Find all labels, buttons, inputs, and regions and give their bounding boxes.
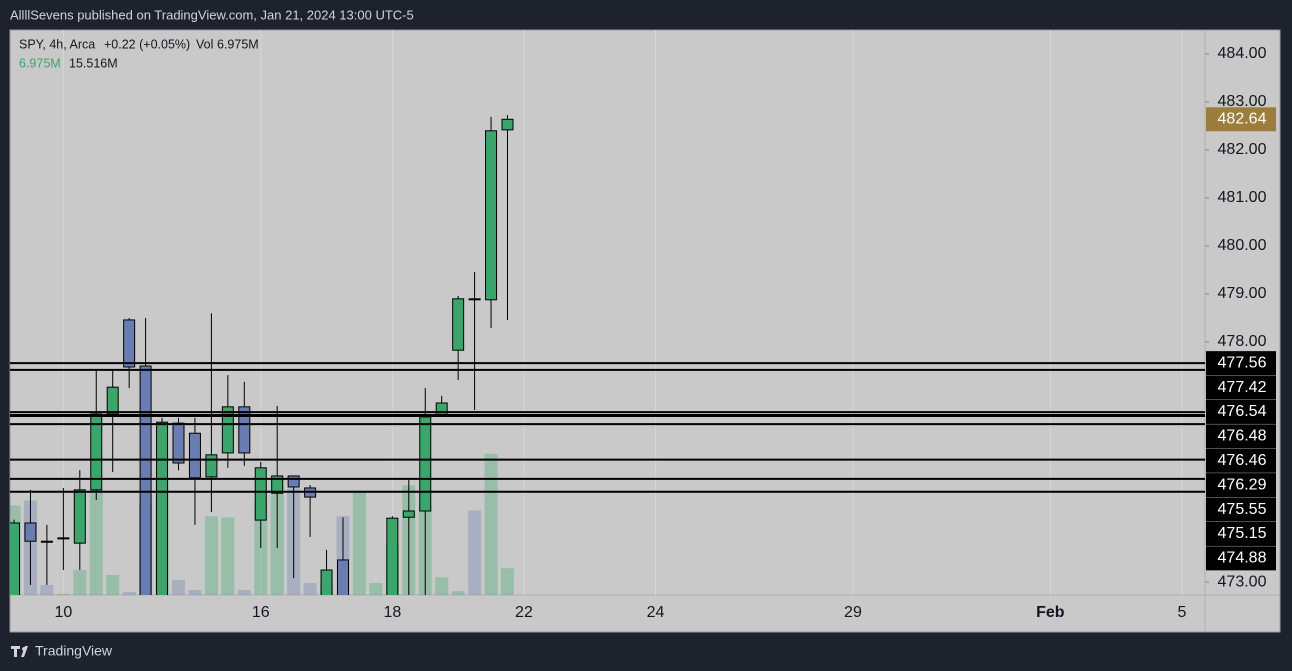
level-label: 476.54 xyxy=(1218,403,1267,420)
volume-bar xyxy=(73,569,87,595)
x-tick-label: 24 xyxy=(647,604,665,621)
level-label: 476.29 xyxy=(1218,476,1267,493)
volume-bar xyxy=(172,579,185,595)
candles xyxy=(10,114,514,595)
level-label: 477.56 xyxy=(1218,354,1267,371)
candle-body xyxy=(254,467,267,521)
y-tick-label: 478.00 xyxy=(1218,333,1267,350)
grid xyxy=(62,30,1183,595)
candle-body xyxy=(57,537,70,540)
x-tick-label: 18 xyxy=(383,604,401,621)
candle-body xyxy=(73,489,86,544)
level-label-box xyxy=(1206,473,1276,498)
volume-bar xyxy=(122,591,136,595)
candle-body xyxy=(156,421,169,595)
candle-body xyxy=(468,298,481,301)
level-label: 477.42 xyxy=(1218,379,1267,396)
levels: 477.56 477.42 476.54 476.48 476.46 476.29 475.… xyxy=(10,107,1276,571)
volume-bar xyxy=(484,453,498,595)
level-label: 475.15 xyxy=(1218,525,1267,542)
volume-bar xyxy=(204,516,218,595)
legend-volume-ma: 15.516M xyxy=(69,56,118,70)
level-label-box xyxy=(1206,351,1276,376)
level-label: 476.46 xyxy=(1218,452,1267,469)
candle-body xyxy=(139,365,152,595)
candle-body xyxy=(435,402,448,416)
candle-body xyxy=(485,130,498,301)
candle-body xyxy=(271,475,284,494)
x-tick-label: 22 xyxy=(515,604,533,621)
level-label-box xyxy=(1206,448,1276,473)
y-tick-label: 482.00 xyxy=(1218,141,1267,158)
candle-body xyxy=(501,118,514,131)
header: AllllSevens published on TradingView.com… xyxy=(10,7,414,22)
volume-bar xyxy=(56,593,70,595)
level-label-box xyxy=(1206,497,1276,522)
x-tick-label: 10 xyxy=(54,604,72,621)
volume-bar xyxy=(303,583,317,595)
legend-symbol: SPY, 4h, Arca xyxy=(19,37,95,51)
x-tick-label: 29 xyxy=(844,604,862,621)
x-tick-label: 16 xyxy=(252,604,270,621)
y-tick-label: 479.00 xyxy=(1218,285,1267,302)
chart-panel xyxy=(9,29,1281,633)
price-label: 482.64 xyxy=(1218,111,1267,128)
candle-body xyxy=(337,559,349,595)
y-tick-label: 473.00 xyxy=(1218,573,1267,590)
candle-body xyxy=(205,454,218,478)
candle-body xyxy=(238,406,251,454)
level-label: 475.55 xyxy=(1218,501,1267,518)
level-label-box xyxy=(1206,424,1276,449)
x-tick-label: Feb xyxy=(1036,604,1065,621)
level-label-box xyxy=(1206,546,1276,571)
volume-bar xyxy=(501,568,514,595)
level-label-box xyxy=(1206,521,1276,546)
volume-bar xyxy=(40,584,54,595)
candle-body xyxy=(402,510,415,518)
candle-body xyxy=(172,422,185,464)
level-label-box xyxy=(1206,399,1276,424)
footer: TradingView xyxy=(35,643,113,659)
volume-bar xyxy=(106,574,120,595)
price-label-box xyxy=(1206,107,1276,132)
volume-bar xyxy=(237,589,251,595)
volume-bar xyxy=(369,583,383,595)
volume-bar xyxy=(188,589,202,595)
y-tick-label: 481.00 xyxy=(1218,189,1267,206)
y-tick-label: 483.00 xyxy=(1218,93,1267,110)
legend-vol-value: 6.975M xyxy=(217,37,259,51)
volume-bar xyxy=(468,510,482,595)
candle-body xyxy=(221,406,234,454)
candle-body xyxy=(386,517,399,595)
legend-vol-title: Vol xyxy=(196,37,213,51)
y-tick-label: 480.00 xyxy=(1218,237,1267,254)
level-label-box xyxy=(1206,375,1276,400)
candle-body xyxy=(452,298,465,351)
candle-body xyxy=(320,569,333,595)
volume-bar xyxy=(352,492,366,595)
candle-body xyxy=(10,522,20,595)
candle-body xyxy=(40,540,53,543)
candle-body xyxy=(188,432,201,479)
legend-change: +0.22 (+0.05%) xyxy=(104,37,190,51)
y-tick-label: 484.00 xyxy=(1218,45,1267,62)
volume-bar xyxy=(89,490,103,595)
candle-body xyxy=(419,416,432,512)
volume-bar xyxy=(221,517,235,595)
level-label: 474.88 xyxy=(1218,550,1267,567)
candle-body xyxy=(24,522,37,542)
volume-bar xyxy=(435,577,449,595)
candle-body xyxy=(123,319,136,368)
candle-body xyxy=(106,386,119,415)
volume-bar xyxy=(451,591,465,595)
legend-volume: 6.975M xyxy=(19,56,61,70)
level-label: 476.48 xyxy=(1218,428,1267,445)
footer-logo xyxy=(11,646,28,657)
candle-body xyxy=(287,475,300,488)
axes: 473.00 478.00 479.00 480.00 481.00 482.00 483.… xyxy=(54,45,1266,621)
x-tick-label: 5 xyxy=(1177,604,1186,621)
